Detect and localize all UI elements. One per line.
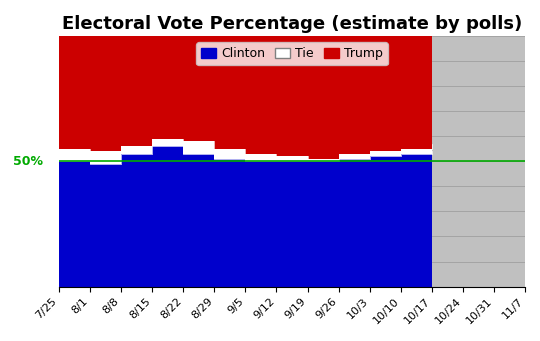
Legend: Clinton, Tie, Trump: Clinton, Tie, Trump — [196, 42, 388, 65]
Text: 50%: 50% — [14, 155, 43, 168]
Title: Electoral Vote Percentage (estimate by polls): Electoral Vote Percentage (estimate by p… — [62, 15, 522, 33]
Text: © ChrisWeigant.com: © ChrisWeigant.com — [64, 39, 165, 48]
